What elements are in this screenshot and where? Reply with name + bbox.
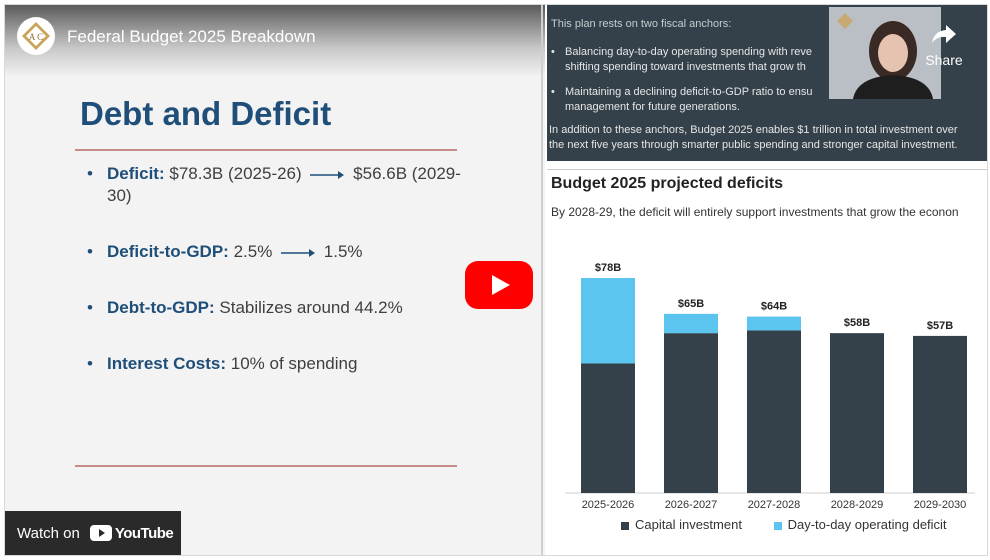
bullet-value: 2.5%	[233, 242, 273, 261]
slide-bullet-list: Deficit: $78.3B (2025-26) $56.6B (2029-3…	[85, 163, 465, 409]
presenter-webcam	[829, 7, 941, 99]
share-icon	[932, 25, 956, 43]
slide-title-rule	[75, 149, 457, 151]
bar-capital-investment	[747, 330, 801, 493]
x-tick-label: 2029-2030	[914, 499, 967, 511]
bullet-value: 1.5%	[323, 242, 363, 261]
bullet-value: $56.6B (2029-30)	[107, 164, 461, 205]
chart-heading: Budget 2025 projected deficits	[551, 175, 784, 192]
bullet-value: $78.3B (2025-26)	[169, 164, 302, 183]
legend-label: Day-to-day operating deficit	[787, 517, 947, 532]
bar-total-label: $64B	[761, 301, 787, 313]
x-tick-label: 2028-2029	[831, 499, 884, 511]
channel-logo-icon: A C	[22, 22, 50, 50]
x-tick-label: 2026-2027	[665, 499, 718, 511]
slide-divider	[541, 5, 543, 555]
bullet-label: Debt-to-GDP:	[107, 298, 215, 317]
presenter-image	[829, 7, 941, 99]
legend-swatch	[773, 521, 782, 530]
bar-total-label: $65B	[678, 298, 704, 310]
youtube-logo: YouTube	[89, 524, 174, 542]
bar-total-label: $57B	[927, 320, 953, 332]
bullet-value: 10% of spending	[230, 354, 358, 373]
slide-title: Debt and Deficit	[80, 95, 332, 132]
video-title[interactable]: Federal Budget 2025 Breakdown	[67, 27, 316, 46]
bullet-label: Deficit:	[107, 164, 165, 183]
bar-capital-investment	[913, 335, 967, 493]
bullet-deficit: Deficit: $78.3B (2025-26) $56.6B (2029-3…	[85, 163, 465, 207]
bar-capital-investment	[581, 363, 635, 493]
watch-on-youtube-button[interactable]: Watch on YouTube	[5, 511, 181, 555]
bar-total-label: $78B	[595, 262, 621, 274]
title-overlay	[5, 5, 545, 77]
arrow-right-icon	[310, 170, 345, 179]
svg-text:A C: A C	[29, 32, 43, 42]
bullet-label: Deficit-to-GDP:	[107, 242, 229, 261]
video-player[interactable]: A C Federal Budget 2025 Breakdown Debt a…	[4, 4, 988, 556]
investment-note-line: In addition to these anchors, Budget 202…	[549, 124, 958, 136]
bar-capital-investment	[664, 333, 718, 493]
bar-operating-deficit	[747, 316, 801, 331]
watch-on-label: Watch on	[17, 524, 80, 542]
bullet-deficit-to-gdp: Deficit-to-GDP: 2.5% 1.5%	[85, 241, 465, 263]
anchor-item: Balancing day-to-day operating spending …	[551, 45, 812, 75]
bar-operating-deficit	[664, 313, 718, 334]
share-label: Share	[925, 52, 963, 68]
chart-legend: Capital investment Day-to-day operating …	[621, 517, 975, 532]
play-button[interactable]	[465, 261, 533, 309]
legend-swatch	[621, 521, 629, 530]
anchor-item: Maintaining a declining deficit-to-GDP r…	[551, 85, 812, 115]
channel-logo[interactable]: A C	[17, 17, 55, 55]
youtube-logo-icon	[89, 525, 112, 541]
bullet-label: Interest Costs:	[107, 354, 227, 373]
bar-capital-investment	[830, 333, 884, 493]
bar-operating-deficit	[581, 278, 635, 364]
investment-note-line: the next five years through smarter publ…	[549, 139, 958, 151]
arrow-right-icon	[281, 248, 316, 257]
legend-item-capital: Capital investment	[621, 517, 746, 532]
chart-subheading: By 2028-29, the deficit will entirely su…	[551, 205, 959, 219]
chart-top-rule	[547, 169, 987, 170]
document-panel: This plan rests on two fiscal anchors: B…	[545, 5, 987, 555]
deficit-bar-chart: $78B 2025-2026 $65B 2026-2027 $64B 2027-2028 $…	[565, 262, 975, 511]
legend-label: Capital investment	[635, 517, 742, 532]
bullet-debt-to-gdp: Debt-to-GDP: Stabilizes around 44.2%	[85, 297, 465, 319]
x-tick-label: 2027-2028	[748, 499, 801, 511]
x-tick-label: 2025-2026	[582, 499, 635, 511]
anchors-intro: This plan rests on two fiscal anchors:	[551, 18, 732, 30]
bullet-value: Stabilizes around 44.2%	[219, 298, 403, 317]
bar-total-label: $58B	[844, 317, 870, 329]
share-button[interactable]: Share	[919, 23, 969, 68]
legend-item-operating: Day-to-day operating deficit	[773, 517, 947, 532]
youtube-wordmark: YouTube	[114, 524, 174, 542]
investment-note: In addition to these anchors, Budget 202…	[549, 123, 985, 153]
bullet-interest-costs: Interest Costs: 10% of spending	[85, 353, 465, 375]
fiscal-anchors-box: This plan rests on two fiscal anchors: B…	[547, 5, 987, 161]
youtube-play-icon	[465, 261, 533, 309]
slide-bottom-rule	[75, 465, 457, 467]
